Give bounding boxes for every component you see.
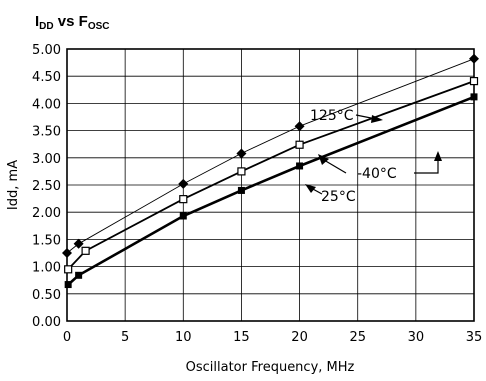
- grid: [66, 48, 475, 322]
- y-tick-label-2: 1.00: [32, 261, 61, 276]
- y-tick-label-5: 2.50: [32, 179, 61, 194]
- series-group: [62, 53, 479, 289]
- x-tick-label-6: 30: [408, 330, 425, 345]
- x-tick-label-1: 5: [121, 330, 129, 345]
- title-subscript-osc: OSC: [88, 21, 110, 32]
- annotations: 125°C -40°C 25°C: [305, 108, 442, 205]
- point-1-4: [295, 140, 304, 149]
- point-0-3: [236, 148, 247, 159]
- point-2-5: [470, 93, 478, 101]
- y-tick-label-7: 3.50: [32, 125, 61, 140]
- tick-labels: 0.00 0.50 1.00 1.50 2.00 2.50 3.00 3.50 4.00 4.50…: [32, 43, 482, 345]
- point-2-2: [179, 212, 187, 220]
- point-1-2: [179, 195, 188, 204]
- point-0-5: [469, 53, 479, 64]
- plot-frame: [66, 48, 475, 322]
- title-mid: vs F: [54, 13, 88, 30]
- x-tick-label-4: 20: [291, 330, 308, 345]
- chart-title: IDD vs FOSC: [35, 13, 109, 32]
- x-tick-label-7: 35: [466, 330, 483, 345]
- point-0-1: [73, 238, 84, 249]
- label-25c: 25°C: [321, 189, 356, 205]
- title-main: I: [35, 13, 39, 30]
- y-tick-label-0: 0.00: [32, 315, 61, 330]
- x-axis-label: Oscillator Frequency, MHz: [186, 360, 355, 375]
- point-0-4: [294, 121, 305, 132]
- y-tick-label-8: 4.00: [32, 97, 61, 112]
- x-tick-label-3: 15: [233, 330, 250, 345]
- arrow-minus40c-head: [318, 154, 329, 165]
- y-tick-label-10: 5.00: [32, 43, 61, 58]
- series-line-0: [66, 58, 475, 254]
- x-tick-label-5: 25: [349, 330, 366, 345]
- title-subscript-dd: DD: [39, 21, 53, 32]
- point-1-3: [237, 167, 246, 176]
- point-0-0: [62, 248, 72, 258]
- y-tick-label-9: 4.50: [32, 70, 61, 85]
- series-line-2: [67, 95, 475, 286]
- label-125c: 125°C: [310, 108, 354, 124]
- series-line-1: [67, 80, 475, 270]
- point-2-0: [64, 281, 72, 289]
- arrow-125c-head: [371, 115, 383, 123]
- y-tick-label-6: 3.00: [32, 152, 61, 167]
- point-2-4: [296, 162, 304, 170]
- x-tick-label-2: 10: [175, 330, 192, 345]
- point-1-0: [64, 265, 73, 274]
- series-0: [62, 53, 479, 258]
- point-2-3: [237, 186, 245, 194]
- point-1-5: [469, 76, 479, 86]
- arrow-minus40c-head-b: [434, 151, 442, 161]
- point-0-2: [178, 178, 189, 189]
- series-1: [64, 76, 479, 274]
- label-minus40c: -40°C: [357, 166, 397, 182]
- x-tick-label-0: 0: [63, 330, 71, 345]
- arrow-minus40c-shaft-a: [323, 159, 347, 174]
- arrow-minus40c-shaft-b: [414, 160, 439, 174]
- point-1-1: [81, 246, 90, 255]
- y-axis-label: Idd, mA: [6, 160, 21, 210]
- y-tick-label-3: 1.50: [32, 233, 61, 248]
- series-2: [64, 93, 478, 289]
- point-2-1: [75, 271, 83, 279]
- arrow-25c-head: [305, 184, 316, 193]
- y-tick-label-1: 0.50: [32, 288, 61, 303]
- y-tick-label-4: 2.00: [32, 206, 61, 221]
